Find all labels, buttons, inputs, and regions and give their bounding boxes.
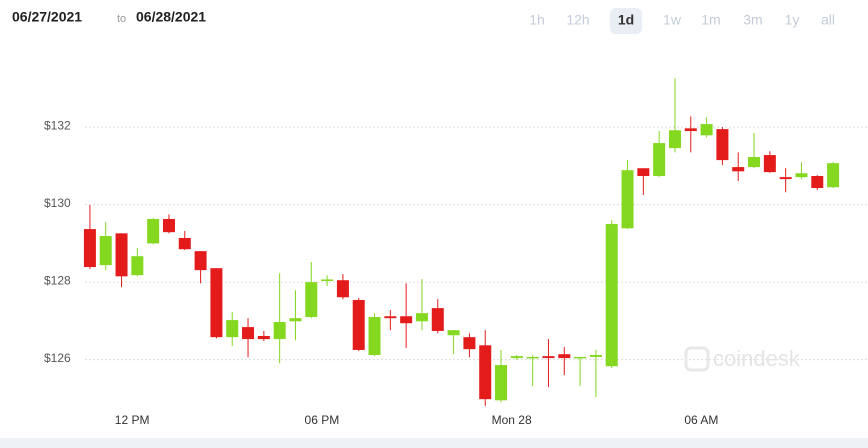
y-tick-label: $132 xyxy=(44,118,71,132)
candle-body xyxy=(463,337,476,350)
y-tick-label: $126 xyxy=(44,351,71,365)
candle-body xyxy=(321,279,334,281)
range-button[interactable]: 12h xyxy=(566,12,589,28)
candle-body xyxy=(574,356,587,359)
candle-body xyxy=(811,175,824,188)
candle-body xyxy=(542,356,555,359)
y-tick-label: $130 xyxy=(44,196,71,210)
range-button[interactable]: 1h xyxy=(529,12,545,28)
range-button[interactable]: 3m xyxy=(743,12,762,28)
candle-body xyxy=(99,236,112,266)
date-to: 06/28/2021 xyxy=(136,9,206,25)
candle-body xyxy=(210,268,223,338)
candle-body xyxy=(621,170,634,229)
candle-body xyxy=(226,320,239,338)
candle-body xyxy=(700,124,713,136)
candle-body xyxy=(558,354,571,359)
candle-body xyxy=(336,280,349,298)
watermark-icon xyxy=(684,346,710,372)
candle-body xyxy=(748,157,761,168)
x-tick-label: 06 AM xyxy=(684,413,718,427)
candle-body xyxy=(194,251,207,271)
date-separator: to xyxy=(117,13,126,25)
candle-body xyxy=(305,282,318,318)
range-button[interactable]: all xyxy=(821,12,835,28)
candle-body xyxy=(368,317,381,355)
candle-body xyxy=(242,327,255,340)
candle-body xyxy=(415,313,428,322)
candle-body xyxy=(495,365,508,401)
candle-body xyxy=(668,130,681,149)
range-button[interactable]: 1w xyxy=(663,12,682,28)
watermark-text: coindesk xyxy=(713,346,801,371)
candle-body xyxy=(763,155,776,173)
candle-body xyxy=(131,256,144,276)
watermark: coindesk xyxy=(684,346,801,372)
candle-body xyxy=(400,316,413,324)
candle-body xyxy=(684,128,697,132)
candle-body xyxy=(384,316,397,319)
bottom-bar xyxy=(0,438,868,448)
candle-body xyxy=(352,299,365,350)
date-from: 06/27/2021 xyxy=(12,9,82,25)
range-button[interactable]: 1y xyxy=(785,12,800,28)
candle-body xyxy=(431,308,444,331)
candle-body xyxy=(732,167,745,172)
range-button[interactable]: 1d xyxy=(618,12,634,28)
candle-body xyxy=(637,168,650,176)
x-tick-label: 12 PM xyxy=(115,413,150,427)
candle-body xyxy=(779,177,792,180)
candle-body xyxy=(510,356,523,359)
candle-body xyxy=(178,237,191,250)
candle-body xyxy=(289,318,302,322)
range-button[interactable]: 1m xyxy=(701,12,720,28)
candle-body xyxy=(479,345,492,400)
candle-body xyxy=(795,173,808,178)
candle-body xyxy=(162,218,175,233)
candle-body xyxy=(83,229,96,268)
candle-body xyxy=(447,330,460,336)
candle-body xyxy=(827,163,840,188)
candle-body xyxy=(589,354,602,357)
candle-body xyxy=(605,224,618,367)
y-tick-label: $128 xyxy=(44,273,71,287)
candle-body xyxy=(526,356,539,359)
candle-body xyxy=(273,322,286,340)
candle-body xyxy=(257,336,270,340)
candle-body xyxy=(716,129,729,161)
x-tick-label: 06 PM xyxy=(305,413,340,427)
candle-body xyxy=(147,218,160,244)
range-button-selected-bg xyxy=(610,8,642,34)
candle-body xyxy=(653,143,666,176)
x-tick-label: Mon 28 xyxy=(492,413,532,427)
candle-body xyxy=(115,233,128,277)
